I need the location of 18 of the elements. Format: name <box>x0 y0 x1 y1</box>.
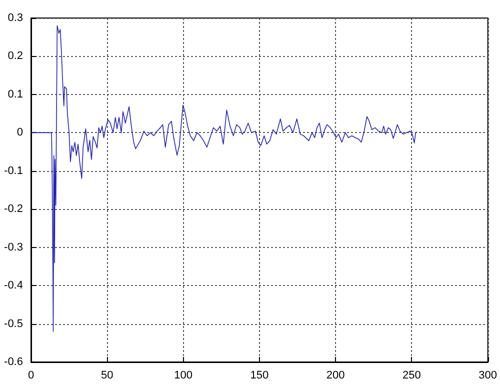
x-tick-label: 100 <box>174 370 192 382</box>
y-tick-label: 0.3 <box>8 12 23 24</box>
line-series <box>30 25 418 332</box>
x-tick-label: 300 <box>478 370 498 382</box>
x-tick-label: 250 <box>402 370 421 382</box>
y-tick-label: -0.1 <box>4 164 23 177</box>
y-tick-label: 0.1 <box>8 88 23 100</box>
y-tick-label: -0.6 <box>4 356 23 368</box>
x-tick-label: 150 <box>250 370 269 382</box>
x-tick-label: 0 <box>28 370 34 382</box>
y-tick-label: -0.2 <box>4 203 23 216</box>
y-tick-label: 0 <box>16 126 23 139</box>
y-tick-label: -0.4 <box>4 280 23 292</box>
y-tick-label: 0.2 <box>8 50 23 62</box>
y-tick-label: -0.5 <box>4 318 23 330</box>
x-tick-label: 200 <box>326 370 345 382</box>
y-tick-label: -0.3 <box>4 241 23 254</box>
x-tick-label: 50 <box>101 370 114 382</box>
